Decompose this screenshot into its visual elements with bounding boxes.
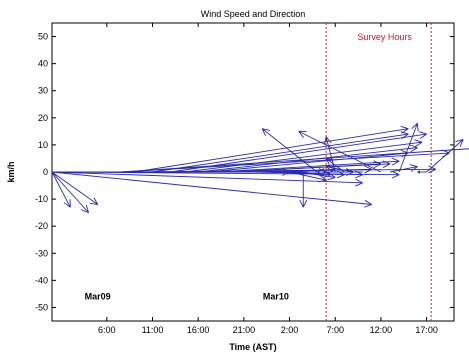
- wind-arrow: [316, 168, 363, 176]
- wind-arrow: [234, 160, 382, 173]
- wind-arrow: [298, 130, 382, 173]
- wind-arrow: [51, 171, 89, 214]
- survey-hours-label: Survey Hours: [357, 32, 412, 42]
- x-tick-label: 12:00: [370, 325, 393, 335]
- wind-arrow: [51, 171, 373, 208]
- wind-arrow: [216, 157, 400, 173]
- wind-arrow: [261, 128, 318, 173]
- y-tick-label: 10: [38, 140, 48, 150]
- x-tick-label: 2:00: [281, 325, 299, 335]
- wind-arrow: [325, 164, 354, 173]
- wind-arrow: [417, 170, 427, 174]
- wind-arrow: [207, 149, 409, 173]
- y-tick-label: -10: [35, 194, 48, 204]
- wind-arrow: [398, 122, 419, 173]
- x-tick-label: 7:00: [326, 325, 344, 335]
- x-tick-label: 21:00: [233, 325, 256, 335]
- wind-arrow: [426, 139, 464, 173]
- x-tick-label: 17:00: [415, 325, 438, 335]
- y-tick-label: -40: [35, 275, 48, 285]
- wind-arrow: [51, 171, 99, 205]
- axis-ticks: -50 -40 -30 -20 -10 0 10 20 30 40 50 6:00 11:00 16:00…: [35, 23, 454, 335]
- y-tick-label: -50: [35, 302, 48, 312]
- x-tick-label: 6:00: [98, 325, 116, 335]
- wind-arrow: [184, 139, 423, 173]
- wind-arrow: [51, 171, 363, 187]
- x-axis-label: Time (AST): [229, 342, 276, 352]
- date-label: Mar09: [85, 291, 111, 301]
- y-axis-label: km/h: [6, 161, 16, 182]
- wind-arrow: [299, 172, 308, 208]
- wind-arrow: [51, 171, 71, 208]
- y-tick-label: 50: [38, 32, 48, 42]
- wind-arrow: [298, 171, 336, 181]
- y-tick-label: -20: [35, 221, 48, 231]
- wind-vectors: [51, 122, 469, 214]
- y-tick-label: 20: [38, 113, 48, 123]
- y-tick-label: -30: [35, 248, 48, 258]
- chart-title: Wind Speed and Direction: [201, 9, 306, 19]
- wind-arrow: [170, 131, 427, 173]
- y-tick-label: 30: [38, 86, 48, 96]
- wind-arrow: [198, 144, 418, 173]
- y-tick-label: 0: [43, 167, 48, 177]
- x-tick-label: 16:00: [187, 325, 210, 335]
- x-tick-label: 11:00: [142, 325, 164, 335]
- wind-arrow: [289, 171, 327, 183]
- y-tick-label: 40: [38, 59, 48, 69]
- date-label: Mar10: [263, 291, 289, 301]
- wind-arrow: [389, 164, 418, 173]
- date-labels: Mar09 Mar10: [85, 291, 289, 301]
- wind-arrow: [324, 136, 336, 173]
